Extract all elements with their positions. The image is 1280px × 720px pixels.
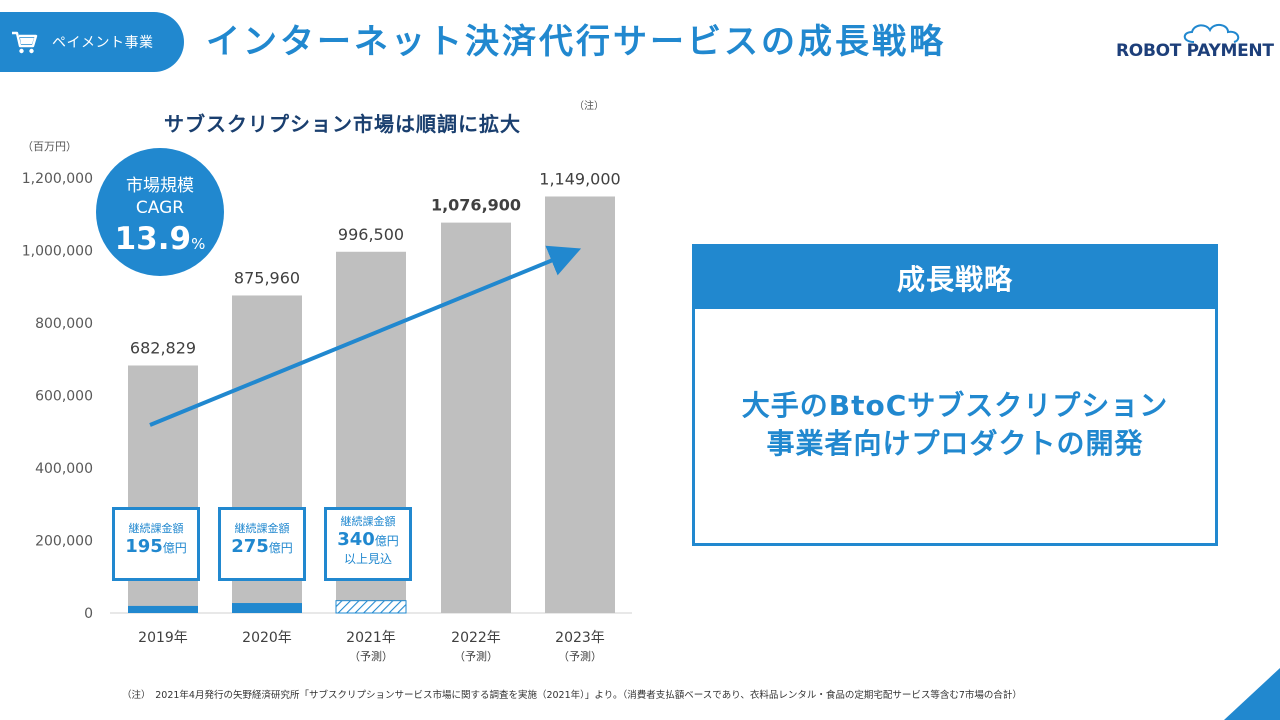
- recurring-label: 継続課金額: [128, 522, 184, 535]
- cart-icon: [12, 31, 38, 54]
- strategy-line-2: 事業者向けプロダクトの開発: [766, 427, 1144, 460]
- y-tick-label: 400,000: [35, 461, 93, 477]
- y-tick-label: 800,000: [35, 316, 93, 332]
- section-tab: ペイメント事業: [0, 12, 184, 72]
- x-tick-label: 2022年: [451, 630, 501, 646]
- company-logo: ROBOT PAYMENT: [1116, 20, 1274, 64]
- bar-value-label: 682,829: [130, 338, 196, 357]
- chart-title-note: （注）: [574, 101, 604, 112]
- x-tick-label: 2023年: [555, 630, 605, 646]
- cagr-line1: 市場規模: [126, 176, 194, 196]
- footnote: （注） 2021年4月発行の矢野経済研究所「サブスクリプションサービス市場に関す…: [122, 690, 1022, 701]
- cagr-unit: %: [191, 235, 206, 253]
- cagr-value-wrap: 13.9%: [96, 222, 224, 261]
- y-tick-label: 1,200,000: [22, 171, 93, 187]
- y-tick-label: 200,000: [35, 534, 93, 550]
- x-tick-sublabel: （予測）: [349, 649, 393, 663]
- cloud-icon: [1183, 24, 1240, 43]
- logo-text: ROBOT PAYMENT: [1116, 41, 1274, 61]
- strategy-body: 大手のBtoCサブスクリプション 事業者向けプロダクトの開発: [695, 387, 1215, 463]
- x-tick-sublabel: （予測）: [558, 649, 602, 663]
- recurring-box-2019: 継続課金額 195億円: [112, 507, 200, 581]
- recurring-revenue-bar: [335, 600, 407, 614]
- recurring-revenue-bar: [232, 603, 302, 613]
- bar-value-label: 1,149,000: [539, 169, 620, 188]
- recurring-box-2020: 継続課金額 275億円: [218, 507, 306, 581]
- cagr-line2: CAGR: [135, 198, 185, 218]
- recurring-value: 195: [125, 536, 163, 557]
- y-tick-label: 0: [84, 606, 93, 622]
- recurring-revenue-bar: [128, 605, 198, 613]
- recurring-value: 340: [337, 529, 375, 550]
- y-tick-label: 600,000: [35, 389, 93, 405]
- recurring-value: 275: [231, 536, 269, 557]
- strategy-heading: 成長戦略: [695, 247, 1215, 309]
- recurring-unit: 億円: [374, 534, 399, 548]
- recurring-box-2021: 継続課金額 340億円 以上見込: [324, 507, 412, 581]
- chart-title: サブスクリプション市場は順調に拡大: [164, 112, 521, 136]
- corner-accent: [1224, 668, 1280, 720]
- page-title: インターネット決済代行サービスの成長戦略: [206, 22, 946, 62]
- strategy-box: 成長戦略 大手のBtoCサブスクリプション 事業者向けプロダクトの開発: [692, 244, 1218, 546]
- bar-chart: 0 200,000 400,000 600,000 800,000 1,000,000 1,…: [22, 169, 632, 663]
- recurring-unit: 億円: [268, 541, 293, 555]
- cagr-value: 13.9: [114, 221, 192, 257]
- x-tick-label: 2020年: [242, 630, 292, 646]
- recurring-unit: 億円: [162, 541, 187, 555]
- y-tick-label: 1,000,000: [22, 244, 93, 260]
- bar-value-label: 996,500: [338, 225, 404, 244]
- bar-value-label: 875,960: [234, 268, 300, 287]
- bar: [441, 222, 511, 613]
- x-tick-label: 2021年: [346, 630, 396, 646]
- x-tick-label: 2019年: [138, 630, 188, 646]
- unit-label: （百万円）: [22, 140, 77, 153]
- x-tick-sublabel: （予測）: [454, 649, 498, 663]
- bar-value-label: 1,076,900: [431, 196, 521, 215]
- strategy-line-1: 大手のBtoCサブスクリプション: [741, 389, 1169, 422]
- recurring-note: 以上見込: [343, 552, 392, 566]
- cagr-badge: 市場規模 CAGR 13.9%: [96, 148, 224, 276]
- section-tab-label: ペイメント事業: [52, 35, 154, 51]
- recurring-label: 継続課金額: [340, 515, 396, 528]
- recurring-label: 継続課金額: [234, 522, 290, 535]
- trend-arrow: [149, 245, 582, 427]
